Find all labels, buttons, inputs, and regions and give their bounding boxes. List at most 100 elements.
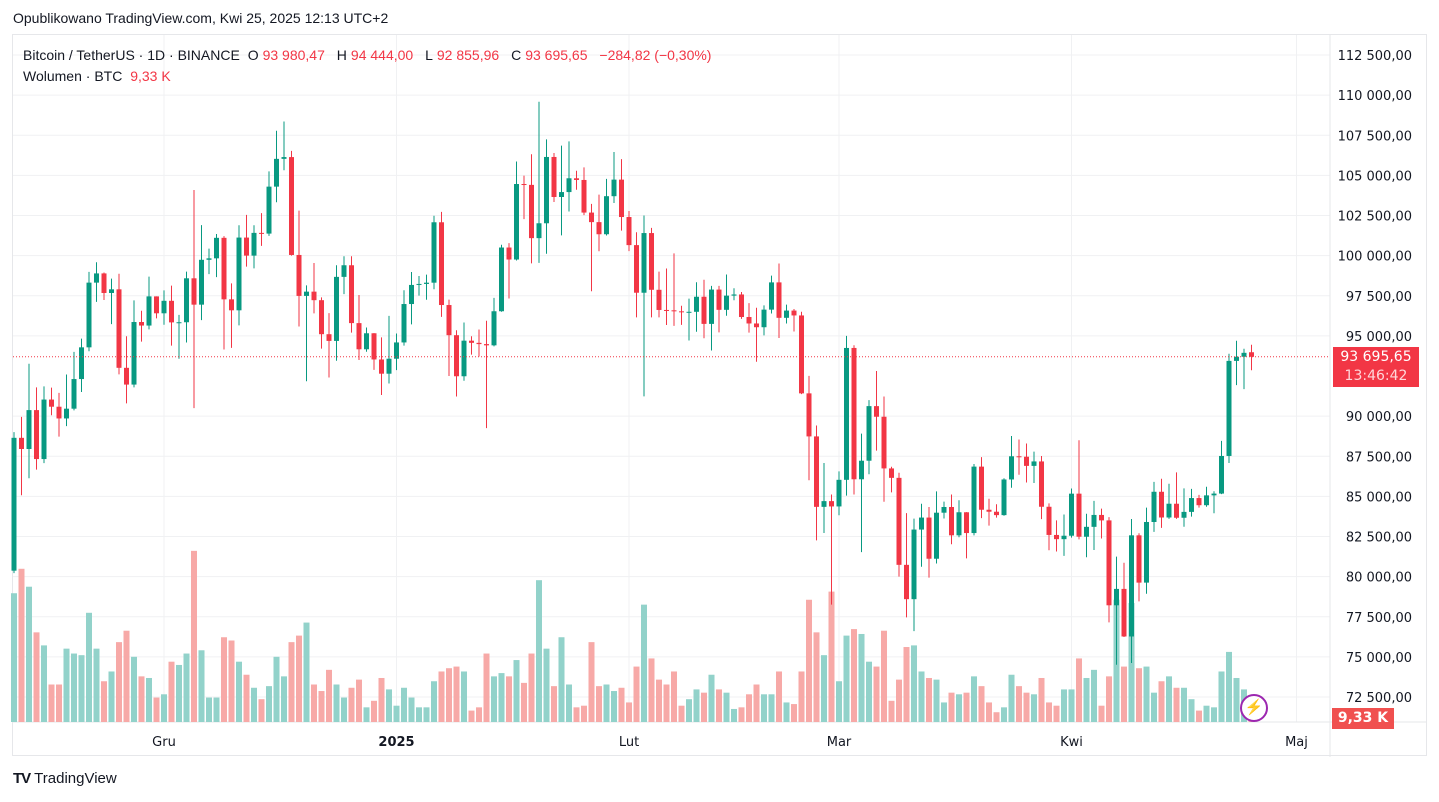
candle-body [566, 178, 572, 193]
volume-bar [768, 694, 775, 722]
candle-body [274, 158, 279, 187]
ohlc-row: Bitcoin / TetherUS · 1D · BINANCE O 93 98… [23, 45, 715, 66]
volume-bar [971, 676, 977, 722]
candle-body [431, 222, 437, 283]
volume-bar [596, 686, 602, 722]
high-label: H [336, 47, 347, 63]
volume-bar [243, 674, 250, 722]
candle-body [184, 278, 189, 323]
candle-body [979, 466, 984, 510]
volume-bar [761, 694, 767, 722]
volume-label[interactable]: Wolumen · BTC [23, 68, 123, 84]
logo-text: TradingView [34, 770, 117, 787]
volume-bar [1076, 658, 1082, 722]
candle-body [604, 196, 609, 235]
volume-bar [903, 647, 910, 722]
candle-body [334, 276, 339, 341]
candle-body [701, 296, 707, 324]
candle-body [851, 347, 857, 480]
volume-bar [918, 671, 925, 722]
volume-bar [708, 674, 715, 722]
candle-body [229, 299, 234, 311]
time-axis: Gru 2025 Lut Mar Kwi Maj [152, 735, 1308, 750]
volume-bar [881, 630, 887, 722]
volume-bar [1166, 676, 1172, 722]
candle-body [859, 460, 864, 480]
candle-body [289, 157, 294, 255]
volume-bar [153, 697, 160, 722]
candle-body [514, 184, 519, 260]
candle-body [821, 501, 827, 507]
volume-bar [78, 655, 85, 722]
candle-body [214, 237, 219, 259]
volume-bar [1226, 651, 1232, 722]
published-caption: Opublikowano TradingView.com, Kwi 25, 20… [13, 10, 389, 26]
time-tick-label: Mar [827, 735, 852, 750]
candle-body [26, 410, 32, 449]
last-price-tag: 93 695,65 13:46:42 [1333, 347, 1419, 387]
candle-body [581, 179, 587, 213]
candle-body [424, 282, 429, 284]
candle-body [446, 305, 452, 336]
candle-body [1024, 456, 1029, 466]
candle-body [34, 410, 39, 460]
volume-bar [1151, 692, 1157, 722]
volume-bar [603, 684, 610, 722]
volume-bar [648, 658, 655, 722]
volume-bar [1218, 671, 1225, 722]
candle-body [596, 222, 602, 235]
last-price: 93 695,65 [1340, 349, 1412, 365]
candle-body [724, 295, 729, 310]
candle-body [1054, 534, 1059, 540]
volume-bar [678, 705, 685, 722]
volume-bar [1046, 702, 1052, 722]
tv-logo-icon: TV [13, 770, 31, 787]
price-tick-label: 97 500,00 [1346, 290, 1412, 305]
candle-body [86, 282, 92, 348]
volume-bar [911, 645, 917, 722]
time-tick-label: Kwi [1060, 735, 1083, 750]
candle-body [1016, 456, 1022, 458]
volume-bar [1203, 705, 1210, 722]
volume-bar [483, 653, 490, 722]
candle-body [161, 300, 167, 314]
candle-body [1084, 526, 1089, 537]
candle-body [971, 466, 977, 534]
candle-body [266, 186, 272, 234]
chart-legend: Bitcoin / TetherUS · 1D · BINANCE O 93 98… [23, 45, 715, 87]
candle-body [1159, 491, 1164, 518]
volume-bar [1023, 692, 1030, 722]
candle-body [1106, 520, 1112, 606]
price-tick-label: 110 000,00 [1338, 89, 1412, 104]
volume-bar [378, 677, 385, 722]
symbol-title[interactable]: Bitcoin / TetherUS · 1D · BINANCE [23, 47, 240, 63]
volume-bar [461, 671, 467, 722]
volume-bar [948, 692, 955, 722]
price-tick-label: 85 000,00 [1346, 490, 1412, 505]
candle-body [889, 468, 894, 478]
volume-bar [33, 632, 40, 722]
volume-bar [723, 692, 730, 722]
candle-body [409, 284, 414, 305]
volume-bar [251, 687, 257, 722]
volume-bar [138, 676, 145, 722]
volume-bar [431, 681, 437, 722]
candle-body [544, 156, 549, 224]
candle-body [626, 217, 632, 246]
volume-bar [168, 661, 175, 722]
lightning-icon[interactable]: ⚡ [1240, 694, 1268, 722]
candle-body [401, 304, 407, 343]
volume-bar [281, 676, 287, 722]
volume-bar [581, 705, 587, 722]
candle-body [1211, 493, 1217, 496]
tradingview-logo[interactable]: TV TradingView [13, 770, 117, 787]
volume-bar [333, 684, 340, 722]
candle-body [251, 232, 257, 256]
price-tick-label: 95 000,00 [1346, 330, 1412, 345]
candle-body [1144, 521, 1149, 583]
candle-body [1219, 455, 1224, 494]
volume-bar [1083, 677, 1090, 722]
volume-bar [956, 694, 962, 722]
candle-body [506, 247, 512, 260]
